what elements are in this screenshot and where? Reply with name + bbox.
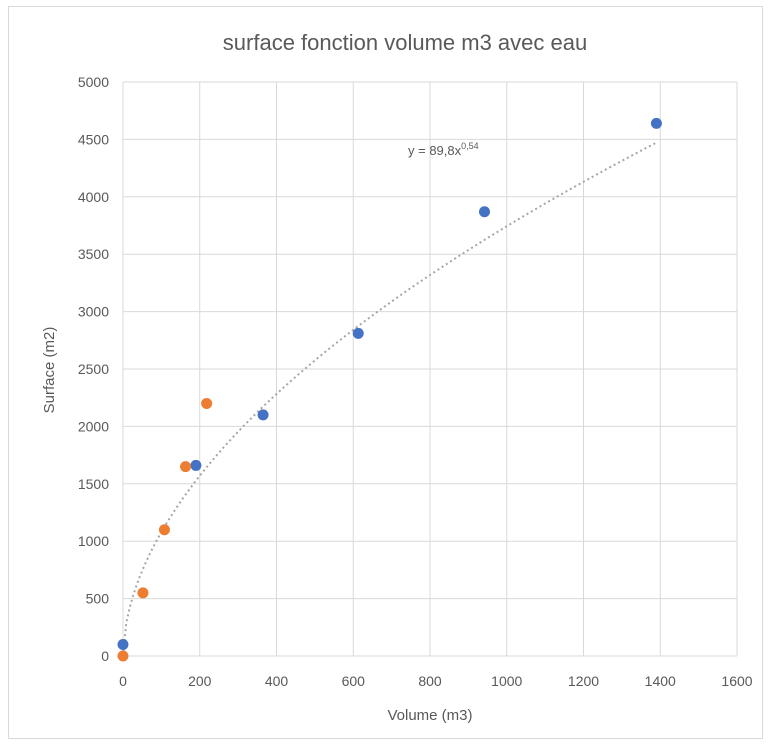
x-tick-label: 400 [265, 673, 289, 689]
series-1-point [650, 117, 662, 129]
y-tick-label: 5000 [78, 74, 109, 90]
y-tick-label: 3500 [78, 246, 109, 262]
y-tick-label: 2500 [78, 361, 109, 377]
y-tick-label: 1000 [78, 533, 109, 549]
series-2-point [117, 650, 129, 662]
x-tick-label: 1000 [491, 673, 522, 689]
series-2-point [201, 397, 213, 409]
y-tick-label: 1500 [78, 476, 109, 492]
x-tick-label: 1600 [721, 673, 752, 689]
series-2-point [137, 587, 149, 599]
series-1-point [352, 327, 364, 339]
trendline-equation: y = 89,8x0,54 [408, 141, 479, 158]
x-axis-label: Volume (m3) [387, 707, 472, 724]
series-1-point [117, 639, 129, 651]
y-axis-label: Surface (m2) [41, 327, 58, 414]
chart-frame [8, 6, 763, 739]
series-1-point [478, 206, 490, 218]
trendline-equation-exponent: 0,54 [461, 141, 479, 151]
series-1-point [190, 459, 202, 471]
y-tick-label: 500 [86, 591, 110, 607]
y-tick-label: 2000 [78, 418, 109, 434]
trendline-equation-base: y = 89,8x [408, 143, 462, 158]
y-tick-label: 0 [101, 648, 109, 664]
y-tick-label: 3000 [78, 304, 109, 320]
x-tick-label: 1200 [568, 673, 599, 689]
y-tick-label: 4000 [78, 189, 109, 205]
x-tick-label: 800 [418, 673, 442, 689]
x-axis-ticks: 0 200 400 600 800 1000 1200 1400 1600 [119, 673, 753, 689]
series-1-point [257, 409, 269, 421]
x-tick-label: 600 [342, 673, 366, 689]
trendline [122, 141, 657, 657]
x-tick-label: 0 [119, 673, 127, 689]
chart-title: surface fonction volume m3 avec eau [223, 30, 587, 55]
x-tick-label: 1400 [645, 673, 676, 689]
trendline-path [122, 141, 657, 657]
data-points [117, 117, 662, 662]
gridlines [122, 81, 738, 657]
series-2-point [180, 461, 192, 473]
x-tick-label: 200 [188, 673, 212, 689]
series-2-point [158, 524, 170, 536]
y-axis-ticks: 0 500 1000 1500 2000 2500 3000 3500 4000 4500 5000 [78, 74, 109, 664]
y-tick-label: 4500 [78, 131, 109, 147]
